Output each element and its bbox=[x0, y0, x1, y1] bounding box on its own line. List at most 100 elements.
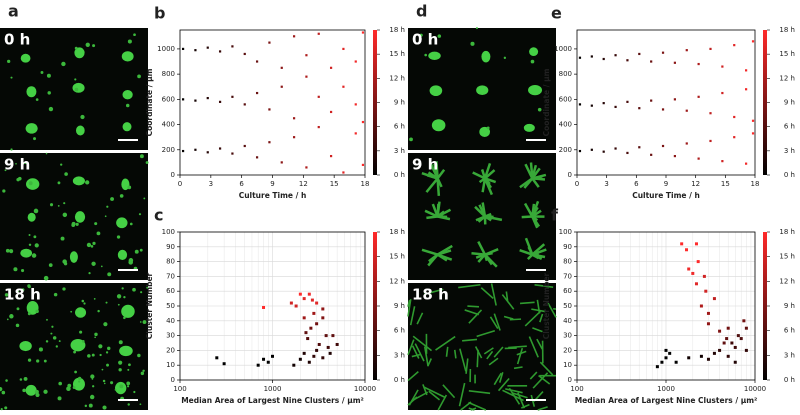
cell-process bbox=[538, 374, 551, 385]
point bbox=[745, 88, 748, 91]
cell bbox=[84, 404, 88, 408]
cell bbox=[106, 363, 109, 367]
cell bbox=[90, 245, 94, 248]
cell bbox=[119, 384, 124, 389]
x-tick-label: 12 bbox=[299, 180, 308, 188]
cell-process bbox=[468, 309, 483, 324]
cell bbox=[74, 87, 79, 92]
point bbox=[302, 316, 306, 320]
cell bbox=[58, 381, 62, 386]
colorbar-label: 6 h bbox=[394, 327, 405, 335]
panel-letter: c bbox=[154, 206, 163, 225]
cell-process bbox=[529, 162, 534, 179]
point bbox=[268, 41, 271, 44]
cell-process bbox=[524, 310, 542, 327]
plot-frame bbox=[576, 231, 756, 381]
cell-cluster bbox=[26, 178, 40, 190]
x-tick-label: 9 bbox=[270, 180, 274, 188]
colorbar-label: 3 h bbox=[784, 351, 795, 359]
point bbox=[206, 151, 209, 154]
cell-cluster bbox=[119, 345, 133, 357]
cell bbox=[19, 378, 23, 381]
point bbox=[302, 297, 306, 301]
point bbox=[751, 132, 755, 135]
cell-process bbox=[505, 291, 509, 302]
point bbox=[194, 49, 197, 52]
cell bbox=[50, 332, 53, 335]
time-label: 18 h bbox=[4, 286, 41, 304]
point bbox=[361, 120, 365, 124]
point bbox=[664, 348, 668, 352]
cell bbox=[94, 336, 96, 339]
cell-cluster bbox=[20, 248, 33, 258]
point bbox=[243, 103, 246, 106]
cell bbox=[107, 272, 112, 277]
cell-cluster bbox=[75, 307, 87, 318]
cell bbox=[138, 213, 142, 216]
point bbox=[687, 267, 691, 271]
point bbox=[602, 57, 605, 61]
point bbox=[751, 119, 755, 122]
x-tick-label: 18 bbox=[361, 180, 370, 188]
cell bbox=[81, 299, 85, 303]
cell bbox=[74, 46, 78, 50]
cell-process bbox=[483, 177, 493, 189]
cell-process bbox=[520, 403, 530, 409]
point bbox=[317, 95, 320, 98]
cell-process bbox=[421, 172, 438, 180]
colorbar-label: 15 h bbox=[389, 50, 405, 58]
point bbox=[739, 337, 743, 341]
point bbox=[294, 304, 298, 308]
cell bbox=[27, 284, 31, 288]
cell bbox=[126, 381, 131, 386]
x-axis-label: Culture Time / h bbox=[239, 191, 307, 200]
y-tick-label: 40 bbox=[563, 317, 572, 325]
cell bbox=[34, 243, 39, 248]
point bbox=[354, 103, 357, 106]
cell bbox=[4, 406, 8, 410]
cell-process bbox=[453, 349, 457, 359]
time-label: 9 h bbox=[412, 156, 438, 174]
point bbox=[354, 60, 357, 63]
point bbox=[685, 142, 688, 145]
colorbar-label: 0 h bbox=[394, 171, 405, 179]
micrograph bbox=[408, 283, 556, 410]
cell-process bbox=[484, 212, 492, 218]
cell bbox=[140, 371, 145, 376]
cell bbox=[114, 388, 117, 391]
cell bbox=[94, 332, 98, 337]
cell bbox=[79, 330, 83, 334]
point bbox=[742, 319, 746, 323]
colorbar-label: 9 h bbox=[784, 302, 795, 310]
cell bbox=[33, 235, 37, 239]
cell-process bbox=[528, 336, 539, 358]
colorbar-label: 3 h bbox=[394, 351, 405, 359]
point bbox=[638, 52, 641, 56]
point bbox=[194, 148, 197, 151]
point bbox=[292, 136, 296, 139]
y-tick-label: 50 bbox=[166, 302, 175, 310]
point bbox=[578, 103, 582, 106]
cell bbox=[537, 107, 542, 112]
point bbox=[704, 289, 708, 293]
cell-process bbox=[497, 377, 510, 392]
cell bbox=[118, 360, 123, 365]
cell-process bbox=[468, 407, 475, 411]
cell-cluster bbox=[74, 211, 86, 223]
colorbar-label: 15 h bbox=[779, 253, 795, 261]
colorbar-label: 15 h bbox=[389, 253, 405, 261]
point bbox=[306, 337, 310, 341]
cell-cluster bbox=[70, 338, 86, 352]
point bbox=[317, 342, 321, 346]
point bbox=[733, 345, 737, 349]
cell bbox=[92, 44, 96, 48]
point bbox=[255, 60, 259, 63]
point bbox=[602, 102, 605, 105]
point bbox=[614, 147, 617, 150]
cell bbox=[134, 249, 139, 254]
point bbox=[687, 356, 691, 360]
cell-process bbox=[468, 390, 491, 395]
y-tick-label: 100 bbox=[162, 228, 175, 236]
point bbox=[292, 117, 296, 120]
cell bbox=[127, 39, 132, 44]
